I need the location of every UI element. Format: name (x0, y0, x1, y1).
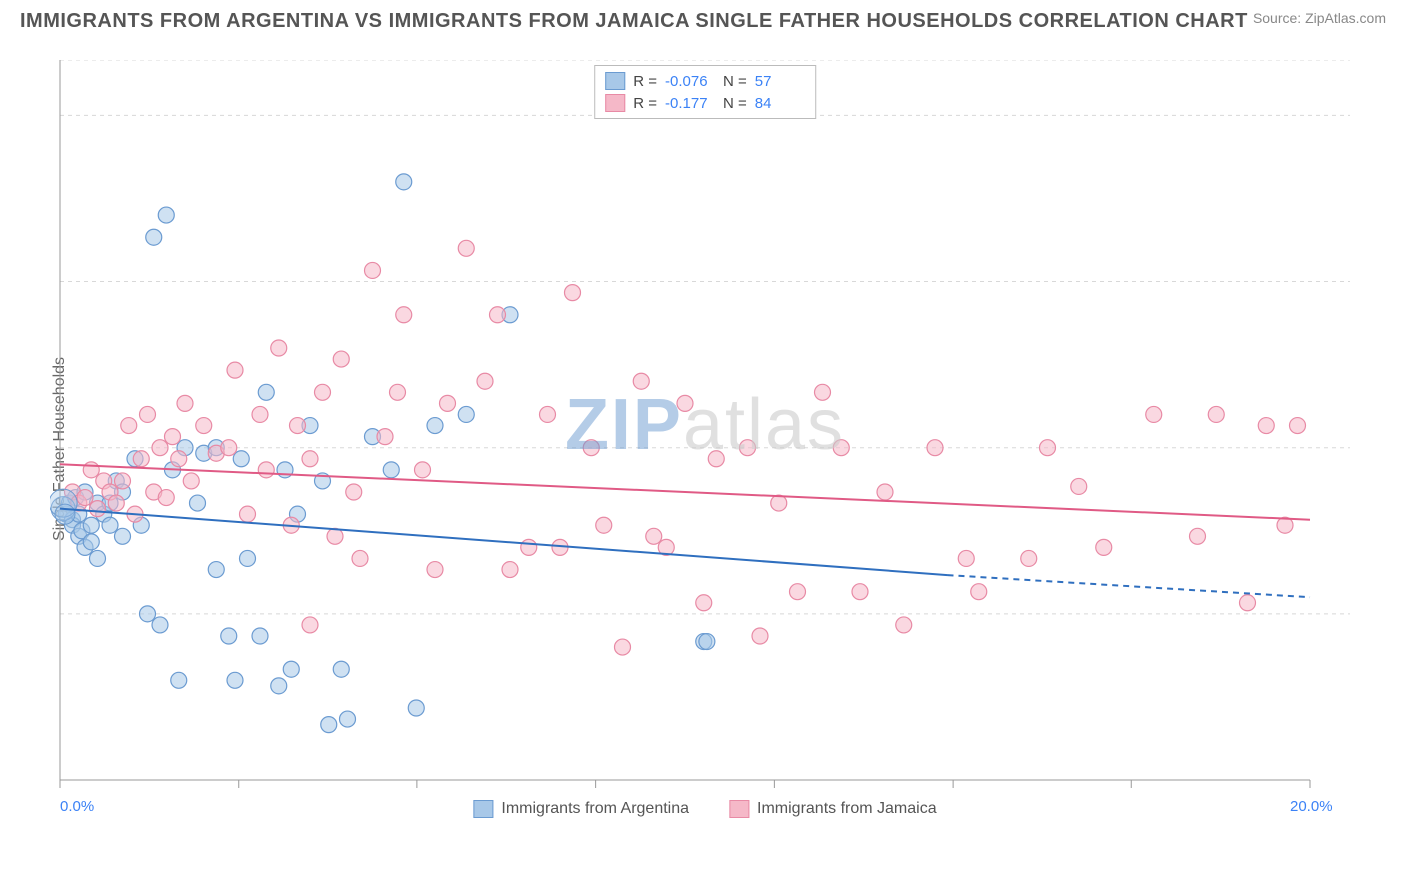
series-legend: Immigrants from Argentina Immigrants fro… (473, 800, 936, 818)
chart-container: Single Father Households 1.5%3.0%4.5%6.0… (50, 60, 1360, 820)
legend-label-jamaica: Immigrants from Jamaica (757, 800, 937, 818)
x-axis-max-label: 20.0% (1290, 798, 1333, 815)
swatch-argentina-icon (473, 800, 493, 818)
legend-item-argentina: Immigrants from Argentina (473, 800, 689, 818)
source-attribution: Source: ZipAtlas.com (1253, 10, 1386, 26)
stats-row-argentina: R = -0.076 N = 57 (605, 70, 805, 92)
x-axis-min-label: 0.0% (60, 798, 94, 815)
stats-row-jamaica: R = -0.177 N = 84 (605, 92, 805, 114)
n-value-argentina: 57 (755, 73, 805, 90)
scatter-plot: 1.5%3.0%4.5%6.0% (50, 60, 1360, 820)
swatch-argentina (605, 72, 625, 90)
legend-label-argentina: Immigrants from Argentina (501, 800, 689, 818)
swatch-jamaica-icon (729, 800, 749, 818)
r-value-argentina: -0.076 (665, 73, 715, 90)
r-value-jamaica: -0.177 (665, 95, 715, 112)
n-value-jamaica: 84 (755, 95, 805, 112)
stats-legend: R = -0.076 N = 57 R = -0.177 N = 84 (594, 65, 816, 119)
legend-item-jamaica: Immigrants from Jamaica (729, 800, 937, 818)
chart-title: IMMIGRANTS FROM ARGENTINA VS IMMIGRANTS … (20, 10, 1248, 33)
swatch-jamaica (605, 94, 625, 112)
